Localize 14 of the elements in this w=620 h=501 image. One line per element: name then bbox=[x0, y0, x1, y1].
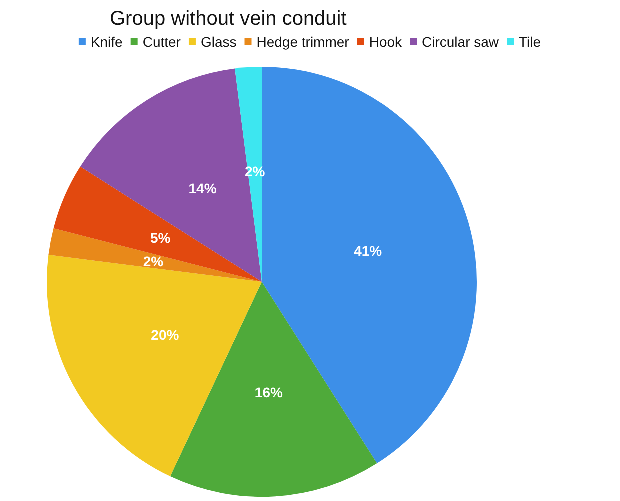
data-label: 20% bbox=[151, 327, 180, 344]
data-label: 5% bbox=[150, 230, 172, 246]
data-label: 2% bbox=[143, 253, 164, 270]
legend-label: Cutter bbox=[142, 34, 182, 50]
legend-label: Glass bbox=[200, 34, 237, 50]
legend-label: Hedge trimmer bbox=[256, 34, 350, 50]
legend-label: Knife bbox=[90, 34, 124, 50]
legend-label: Tile bbox=[519, 34, 542, 50]
legend-label: Circular saw bbox=[422, 34, 500, 50]
legend-label: Hook bbox=[369, 34, 404, 50]
chart-title: Group without vein conduit bbox=[110, 8, 348, 30]
data-label: 41% bbox=[354, 243, 383, 260]
data-label: 14% bbox=[188, 180, 218, 197]
data-label: 16% bbox=[254, 384, 284, 400]
